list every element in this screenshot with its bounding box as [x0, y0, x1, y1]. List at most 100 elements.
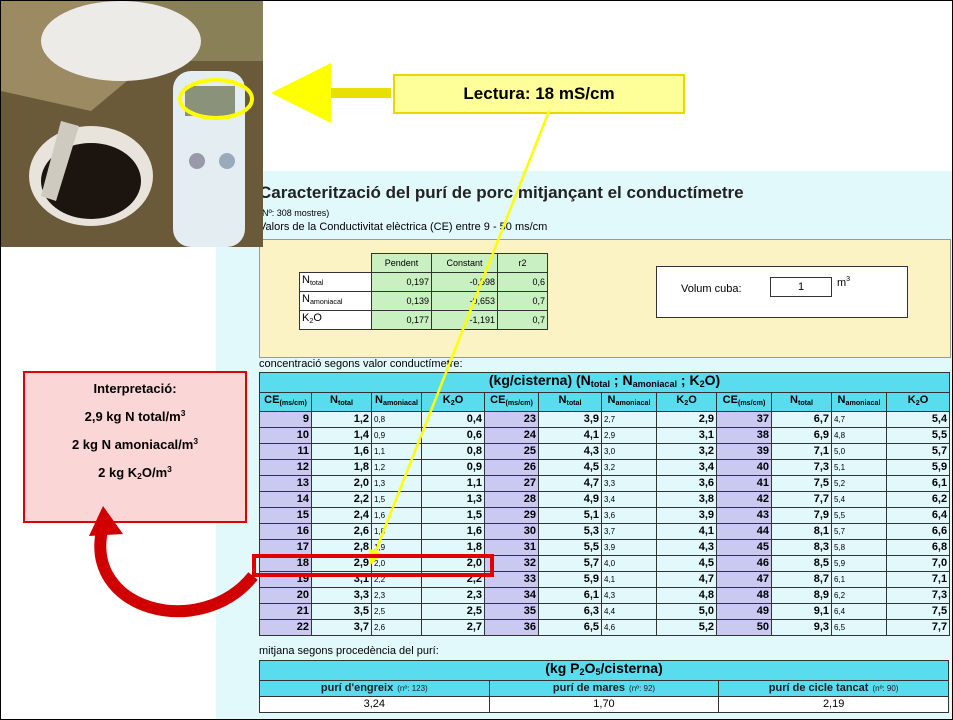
cell: 6,1: [538, 587, 602, 604]
cell: 1,8: [311, 459, 372, 476]
text-part: N: [329, 394, 338, 406]
data-row: 20 3,3 2,3 2,3 34 6,1 4,3 4,8 48 8,9 6,2 7,3: [259, 587, 951, 604]
cell: 3,1: [656, 427, 717, 444]
cell: 4,5: [656, 555, 717, 572]
cell: 4,3: [538, 443, 602, 460]
cell: 1,9: [371, 539, 422, 556]
text-part: 2: [579, 667, 585, 677]
cell: 0,8: [371, 411, 422, 428]
cell: 2,2: [311, 491, 372, 508]
cell: 31: [484, 539, 539, 556]
cell: 5,0: [656, 603, 717, 620]
cell: 6,1: [831, 571, 887, 588]
cell: 5,7: [885, 443, 951, 460]
text-part: 3: [167, 464, 172, 474]
column-header: purí d'engreix (nº: 123): [259, 680, 490, 697]
cell: 1,6: [371, 507, 422, 524]
column-header: r2: [497, 253, 548, 273]
cell: 4,6: [601, 619, 657, 636]
text-part: O: [313, 312, 322, 324]
text-part: ; K: [677, 372, 700, 388]
cell: 2,2: [421, 571, 485, 588]
cell: -0,653: [431, 291, 498, 311]
cell: 25: [484, 443, 539, 460]
cell: 2,7: [601, 411, 657, 428]
cell: 1,1: [421, 475, 485, 492]
cell: 4,4: [601, 603, 657, 620]
cell: 6,5: [538, 619, 602, 636]
cell: 49: [716, 603, 772, 620]
text-part: 2: [915, 399, 920, 407]
text-part: O: [688, 394, 697, 406]
cell: 8,1: [771, 523, 832, 540]
cell: 2,2: [371, 571, 422, 588]
cell: 5,1: [831, 459, 887, 476]
text-part: 2: [699, 379, 705, 389]
column-header: K2O: [656, 392, 717, 412]
cell: 34: [484, 587, 539, 604]
reading-callout: Lectura: 18 mS/cm: [393, 74, 685, 114]
text-part: 2: [684, 399, 689, 407]
volume-value: 1: [770, 277, 832, 297]
origin-name: purí d'engreix: [320, 682, 394, 694]
title-row: (kg P2O5/cisterna): [259, 660, 949, 681]
row-label: Ntotal: [299, 272, 372, 292]
text-part: 3: [193, 436, 199, 446]
cell: 7,5: [771, 475, 832, 492]
cell: 0,4: [421, 411, 485, 428]
header-row: Pendent Constant r2: [300, 253, 548, 273]
table-title: (kg/cisterna) (Ntotal ; Namoniacal ; K2O…: [258, 372, 951, 393]
data-row: 12 1,8 1,2 0,9 26 4,5 3,2 3,4 40 7,3 5,1 5,9: [259, 459, 951, 476]
cell: 3,7: [601, 523, 657, 540]
cell: 7,3: [885, 587, 951, 604]
cell: 4,1: [601, 571, 657, 588]
cell: 9: [259, 411, 312, 428]
column-header: Ntotal: [538, 392, 602, 412]
text-part: ; N: [610, 372, 633, 388]
cell: 7,7: [885, 619, 951, 636]
volume-box: Volum cuba: 1 m3: [656, 266, 908, 318]
cell: 0,9: [421, 459, 485, 476]
cell: 6,4: [885, 507, 951, 524]
cell: 1,6: [311, 443, 372, 460]
cell: 3,9: [601, 539, 657, 556]
cell: 1,2: [371, 459, 422, 476]
text-part: total: [309, 279, 324, 287]
origin-name: purí de cicle tancat: [768, 682, 869, 694]
text-part: 3: [180, 408, 186, 418]
value-row: 3,24 1,70 2,19: [259, 696, 949, 713]
column-header: purí de cicle tancat (nº: 90): [718, 680, 949, 697]
cell: 1,3: [371, 475, 422, 492]
cell: 1,3: [421, 491, 485, 508]
text-part: total: [797, 399, 814, 407]
cell: 4,3: [601, 587, 657, 604]
coefficient-row: K2O 0,177 -1,191 0,7: [299, 310, 548, 330]
blank-cell: [300, 254, 372, 273]
text-part: N: [302, 293, 310, 305]
text-part: total: [337, 399, 354, 407]
cell: 2,4: [311, 507, 372, 524]
header-row: CE(ms/cm) Ntotal Namoniacal K2O CE(ms/cm) Nto…: [259, 392, 951, 412]
cell: 6,8: [885, 539, 951, 556]
cell: 3,0: [601, 443, 657, 460]
cell: 2,5: [421, 603, 485, 620]
text-part: (kg P: [545, 660, 580, 676]
cell: 4,1: [656, 523, 717, 540]
cell: 0,7: [497, 291, 548, 311]
cell: 3,1: [311, 571, 372, 588]
text-part: amoniacal: [845, 399, 881, 407]
cell: 6,5: [831, 619, 887, 636]
cell: 3,7: [311, 619, 372, 636]
text-part: O): [704, 372, 721, 388]
cell: 4,5: [538, 459, 602, 476]
interpretation-line: 2 kg K2O/m3: [25, 464, 245, 481]
cell: 9,3: [771, 619, 832, 636]
cell: 3,8: [656, 491, 717, 508]
photo: [1, 1, 263, 247]
cell: 18: [259, 555, 312, 572]
cell: 42: [716, 491, 772, 508]
column-header: Namoniacal: [601, 392, 657, 412]
cell: 30: [484, 523, 539, 540]
data-row: 16 2,6 1,8 1,6 30 5,3 3,7 4,1 44 8,1 5,7 6,6: [259, 523, 951, 540]
cell: 16: [259, 523, 312, 540]
